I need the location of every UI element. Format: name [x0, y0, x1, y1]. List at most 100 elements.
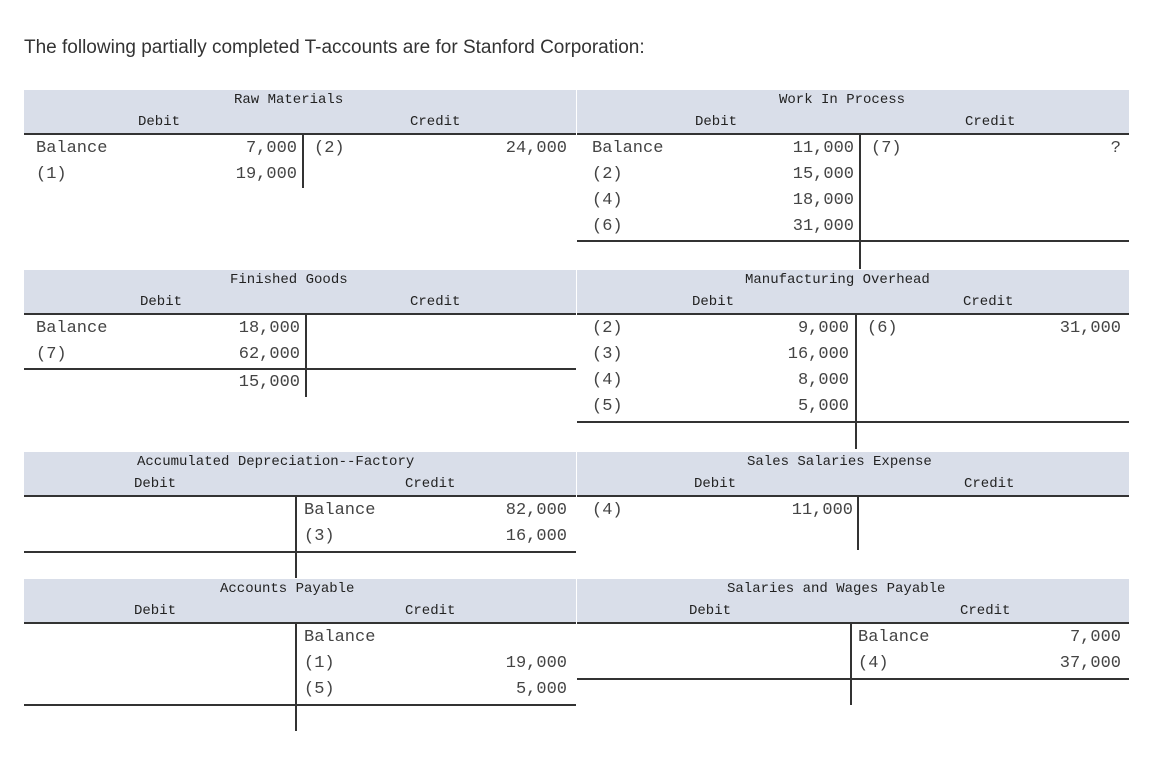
entry-label: (2) [592, 319, 623, 338]
entry-label: (3) [304, 527, 335, 546]
credit-heading: Credit [963, 294, 1014, 310]
debit-heading: Debit [134, 476, 177, 492]
entry-label: (6) [592, 217, 623, 236]
credit-heading: Credit [405, 476, 456, 492]
entry-amount: 62,000 [238, 345, 300, 364]
entry-label: (4) [592, 191, 623, 210]
t-divider [295, 624, 297, 731]
account-title: Manufacturing Overhead [745, 272, 930, 288]
t-account-manufacturing-overhead: Manufacturing Overhead Debit Credit (2) … [577, 270, 1129, 455]
entry-amount: 18,000 [238, 319, 300, 338]
account-header: Manufacturing Overhead Debit Credit [577, 270, 1129, 315]
credit-heading: Credit [405, 603, 456, 619]
entry-label: (1) [36, 165, 67, 184]
entry-label: (4) [858, 654, 889, 673]
entry-amount: 15,000 [792, 165, 854, 184]
entry-amount: 82,000 [505, 501, 567, 520]
entry-label: Balance [858, 628, 930, 647]
entry-amount: ? [1110, 139, 1121, 158]
t-account-salaries-wages-payable: Salaries and Wages Payable Debit Credit … [577, 579, 1129, 708]
entry-amount: 8,000 [797, 371, 849, 390]
entry-label: (2) [592, 165, 623, 184]
credit-heading: Credit [964, 476, 1015, 492]
entry-label: (7) [36, 345, 67, 364]
account-header: Salaries and Wages Payable Debit Credit [577, 579, 1129, 624]
credit-heading: Credit [410, 294, 461, 310]
debit-heading: Debit [134, 603, 177, 619]
t-divider [302, 135, 304, 188]
entry-amount: 31,000 [1059, 319, 1121, 338]
entry-label: (4) [592, 371, 623, 390]
t-divider [859, 135, 861, 269]
entry-label: (1) [304, 654, 335, 673]
total-line [24, 551, 576, 553]
entry-amount: 16,000 [787, 345, 849, 364]
t-divider [305, 315, 307, 397]
entry-label: Balance [36, 319, 108, 338]
t-account-raw-materials: Raw Materials Debit Credit Balance 7,000… [24, 90, 576, 205]
entry-label: (5) [304, 680, 335, 699]
entry-amount: 7,000 [245, 139, 297, 158]
entry-label: Balance [36, 139, 108, 158]
t-account-sales-salaries-expense: Sales Salaries Expense Debit Credit (4) … [577, 452, 1129, 557]
debit-heading: Debit [689, 603, 732, 619]
debit-heading: Debit [140, 294, 183, 310]
account-title: Accounts Payable [220, 581, 355, 597]
credit-heading: Credit [410, 114, 461, 130]
entry-label: (6) [867, 319, 898, 338]
entry-amount: 5,000 [797, 397, 849, 416]
account-header: Work In Process Debit Credit [577, 90, 1129, 135]
entry-amount: 19,000 [235, 165, 297, 184]
entry-amount: 11,000 [791, 501, 853, 520]
account-header: Finished Goods Debit Credit [24, 270, 576, 315]
account-title: Accumulated Depreciation--Factory [137, 454, 415, 470]
total-line [577, 421, 1129, 423]
credit-heading: Credit [965, 114, 1016, 130]
total-line [577, 240, 1129, 242]
entry-label: Balance [304, 501, 376, 520]
t-divider [855, 315, 857, 449]
intro-text: The following partially completed T-acco… [24, 37, 645, 58]
debit-heading: Debit [138, 114, 181, 130]
entry-amount: 15,000 [238, 373, 300, 392]
entry-amount: 37,000 [1059, 654, 1121, 673]
t-account-accumulated-depreciation: Accumulated Depreciation--Factory Debit … [24, 452, 576, 581]
entry-amount: 31,000 [792, 217, 854, 236]
debit-heading: Debit [694, 476, 737, 492]
account-title: Raw Materials [234, 92, 344, 108]
entry-amount: 16,000 [505, 527, 567, 546]
entry-amount: 24,000 [505, 139, 567, 158]
total-line [577, 678, 1129, 680]
account-title: Work In Process [779, 92, 906, 108]
t-account-finished-goods: Finished Goods Debit Credit Balance 18,0… [24, 270, 576, 405]
credit-heading: Credit [960, 603, 1011, 619]
entry-amount: 18,000 [792, 191, 854, 210]
total-line [24, 704, 576, 706]
account-title: Salaries and Wages Payable [727, 581, 946, 597]
account-title: Sales Salaries Expense [747, 454, 932, 470]
account-header: Accounts Payable Debit Credit [24, 579, 576, 624]
entry-label: (7) [871, 139, 902, 158]
t-divider [295, 497, 297, 578]
account-header: Sales Salaries Expense Debit Credit [577, 452, 1129, 497]
t-divider [857, 497, 859, 550]
entry-label: Balance [304, 628, 376, 647]
debit-heading: Debit [692, 294, 735, 310]
entry-label: (2) [314, 139, 345, 158]
entry-amount: 7,000 [1069, 628, 1121, 647]
entry-label: (3) [592, 345, 623, 364]
entry-label: (5) [592, 397, 623, 416]
t-account-accounts-payable: Accounts Payable Debit Credit Balance (1… [24, 579, 576, 734]
entry-amount: 11,000 [792, 139, 854, 158]
total-line [24, 368, 576, 370]
account-header: Accumulated Depreciation--Factory Debit … [24, 452, 576, 497]
debit-heading: Debit [695, 114, 738, 130]
entry-amount: 9,000 [797, 319, 849, 338]
entry-amount: 19,000 [505, 654, 567, 673]
entry-label: Balance [592, 139, 664, 158]
account-header: Raw Materials Debit Credit [24, 90, 576, 135]
account-title: Finished Goods [230, 272, 348, 288]
t-divider [850, 624, 852, 705]
entry-label: (4) [592, 501, 623, 520]
t-account-work-in-process: Work In Process Debit Credit Balance 11,… [577, 90, 1129, 275]
